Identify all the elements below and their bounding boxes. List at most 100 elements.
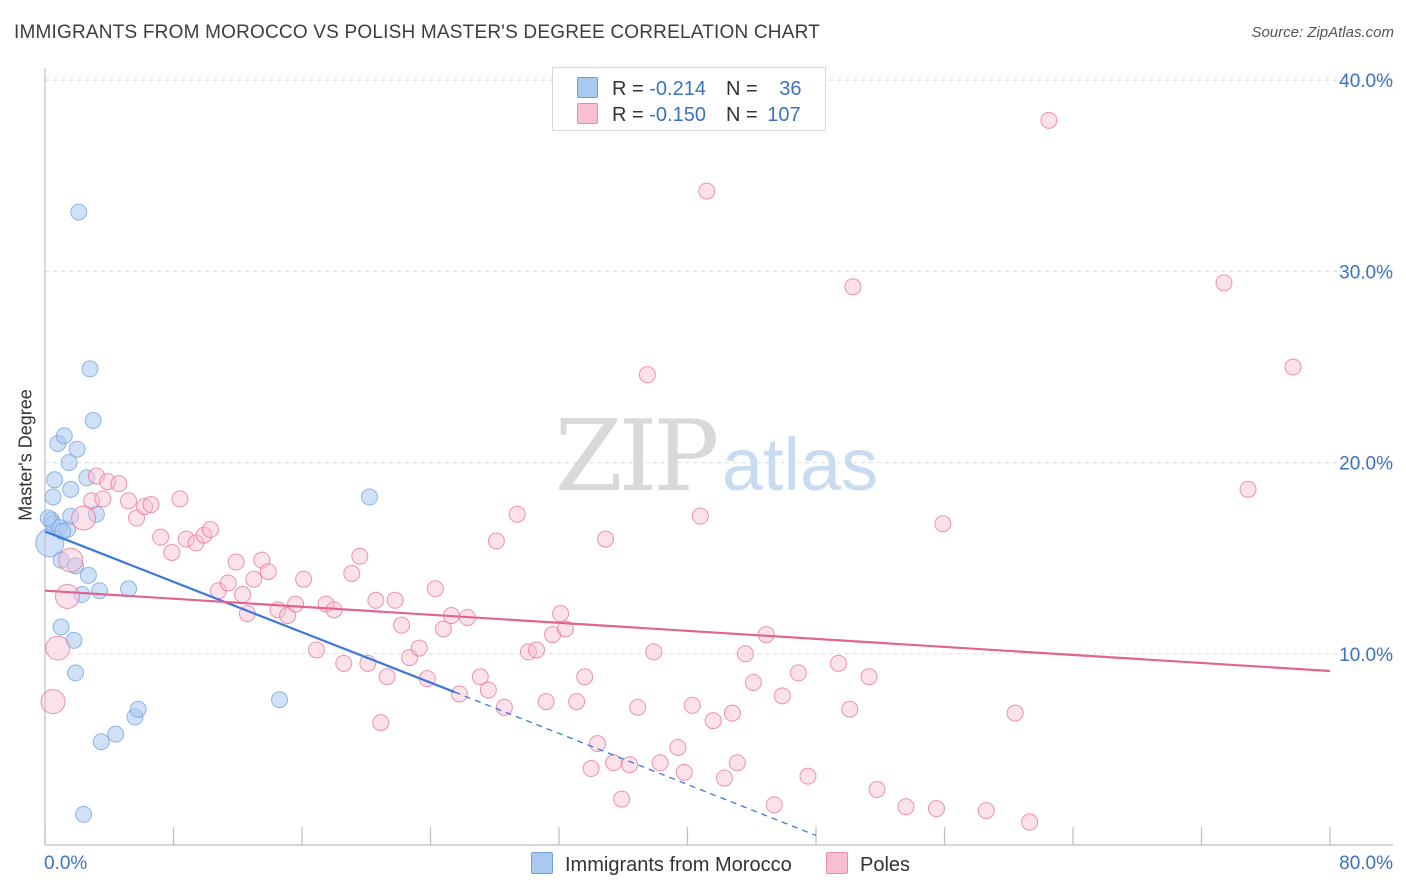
point-poles [691,507,709,525]
point-poles [744,673,762,691]
x-tick-label: 0.0% [44,853,87,874]
legend-n-label: N = [725,104,764,126]
point-poles [471,668,489,686]
point-poles [897,798,915,816]
legend-swatch-poles [826,852,848,874]
point-poles [94,490,112,508]
legend-r-label: R = [612,78,650,100]
legend-swatch-morocco [531,852,553,874]
point-poles [1006,704,1024,722]
point-poles [715,769,733,787]
point-poles [219,574,237,592]
point-morocco [70,203,88,221]
point-poles [426,580,444,598]
point-poles [934,515,952,533]
point-poles [799,767,817,785]
point-poles [434,620,452,638]
point-poles [343,564,361,582]
point-poles [789,664,807,682]
point-morocco [84,412,102,430]
point-poles [287,595,305,613]
point-poles [487,532,505,550]
point-morocco [60,454,78,472]
point-poles [1284,358,1302,376]
point-morocco [55,427,73,445]
point-poles [597,530,615,548]
point-poles [841,700,859,718]
legend-r-value: -0.214 [649,78,706,100]
point-morocco [92,733,110,751]
point-morocco [62,507,80,525]
point-poles [195,526,213,544]
point-poles [728,754,746,772]
axes [44,68,1393,846]
point-morocco [271,691,289,709]
point-poles [723,704,741,722]
point-morocco [91,582,109,600]
point-morocco [129,700,147,718]
point-poles [245,570,263,588]
point-poles [40,689,66,715]
point-poles [335,654,353,672]
y-tick-label: 10.0% [1339,645,1393,666]
legend-r-value: -0.150 [649,104,706,126]
point-poles [651,754,669,772]
legend-r-label: R = [612,104,650,126]
point-poles [860,668,878,686]
point-poles [669,738,687,756]
tick-labels: 10.0% 20.0% 30.0% 40.0% 0.0% 80.0% [44,71,1393,874]
point-poles [582,760,600,778]
legend-n-value: 107 [767,104,801,126]
point-poles [393,616,411,634]
point-poles [683,696,701,714]
point-poles [110,475,128,493]
legend-label-poles: Poles [860,854,911,876]
point-poles [1040,111,1058,129]
point-poles [638,366,656,384]
point-poles [927,800,945,818]
legend-item-poles: Poles [826,852,910,877]
legend-row-poles: R = -0.150 N = 107 [577,103,801,126]
point-poles [552,605,570,623]
point-poles [1021,813,1039,831]
point-poles [537,693,555,711]
watermark-atlas: atlas [722,423,878,506]
point-morocco [120,580,138,598]
point-poles [152,528,170,546]
point-poles [372,714,390,732]
point-poles [351,547,369,565]
point-poles [71,505,97,531]
point-morocco [81,360,99,378]
y-tick-label: 20.0% [1339,454,1393,475]
point-morocco [44,488,62,506]
point-poles [765,796,783,814]
legend-n-value: 36 [779,78,802,100]
data-points [35,111,1302,831]
point-poles [367,591,385,609]
point-poles [844,278,862,296]
point-morocco [62,480,80,498]
point-poles [142,496,160,514]
point-poles [576,668,594,686]
y-tick-label: 40.0% [1339,71,1393,92]
point-poles [120,492,138,510]
point-poles [868,781,886,799]
point-poles [201,521,219,539]
point-poles [675,763,693,781]
point-morocco [46,471,64,489]
watermark-zip: ZIP [555,400,717,514]
point-poles [528,641,546,659]
point-poles [508,505,526,523]
point-poles [495,698,513,716]
point-poles [645,643,663,661]
point-morocco [79,566,97,584]
point-morocco [68,440,86,458]
point-poles [773,687,791,705]
point-morocco [65,631,83,649]
point-poles [234,586,252,604]
point-morocco [67,664,85,682]
source-label: Source: ZipAtlas.com [1251,24,1394,41]
point-poles [386,591,404,609]
point-poles [629,698,647,716]
